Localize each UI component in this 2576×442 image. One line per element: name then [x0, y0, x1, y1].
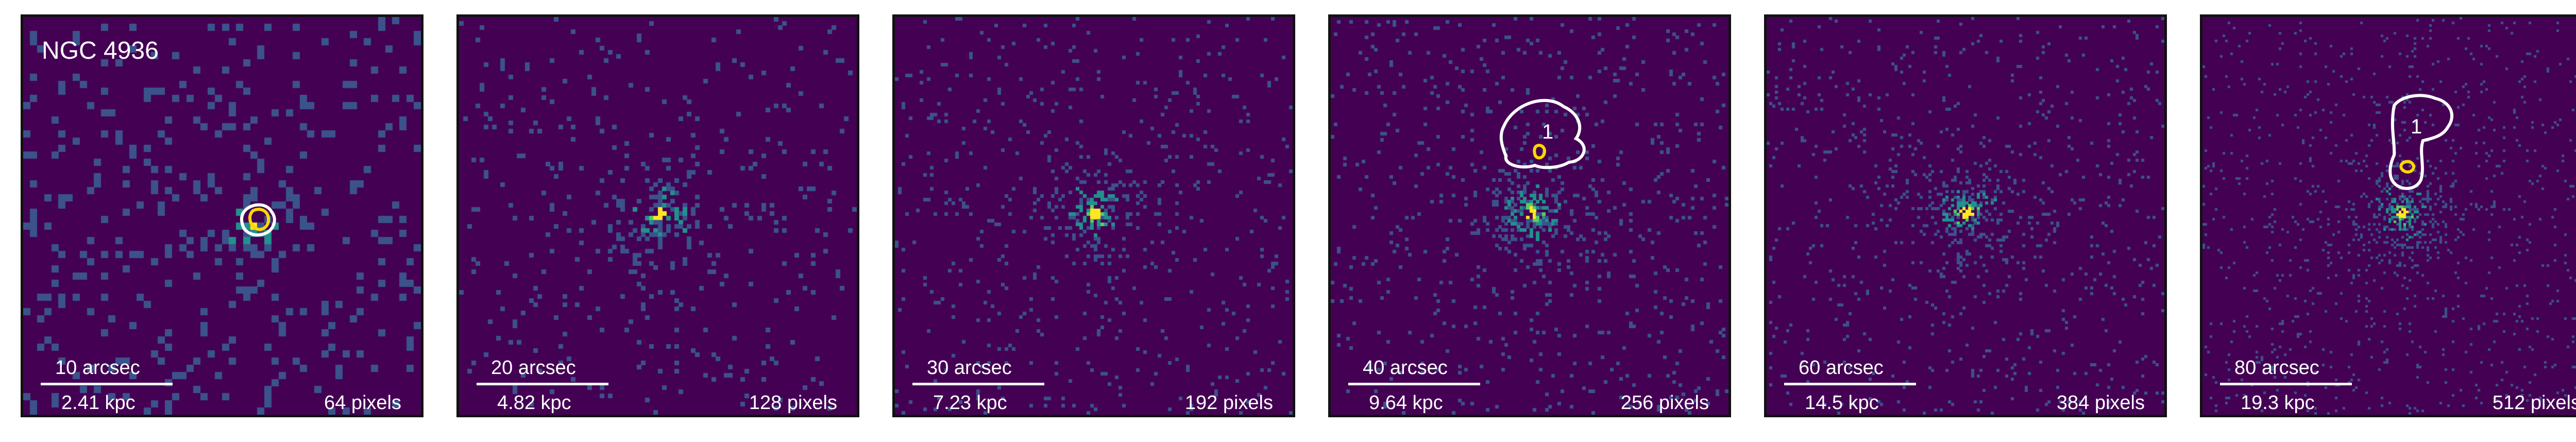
- angular-scale-label: 80 arcsec: [2234, 357, 2319, 379]
- xray-image-2: [459, 17, 857, 415]
- contour-overlay-6: 1: [2388, 94, 2454, 190]
- xray-image-1: [23, 17, 421, 415]
- xray-image-3: [895, 17, 1293, 415]
- outer-contour: [240, 203, 276, 237]
- image-panel-2: 20 arcsec 4.82 kpc 128 pixels: [456, 14, 859, 417]
- angular-scale-label: 40 arcsec: [1363, 357, 1448, 379]
- physical-scale-label: 19.3 kpc: [2241, 392, 2315, 414]
- xray-image-4: [1331, 17, 1728, 415]
- physical-scale-label: 4.82 kpc: [497, 392, 571, 414]
- image-panel-3: 30 arcsec 7.23 kpc 192 pixels: [892, 14, 1295, 417]
- image-panel-4: 1 40 arcsec 9.64 kpc 256 pixels: [1328, 14, 1731, 417]
- pixel-size-label: 256 pixels: [1620, 392, 1709, 414]
- physical-scale-label: 7.23 kpc: [933, 392, 1007, 414]
- physical-scale-label: 2.41 kpc: [61, 392, 135, 414]
- image-panel-1: NGC 4936 10 arcsec 2.41 kpc 64 pixels: [21, 14, 423, 417]
- pixel-size-label: 192 pixels: [1184, 392, 1273, 414]
- xray-image-6: [2202, 17, 2576, 415]
- source-number-label: 1: [1542, 121, 1553, 143]
- scale-bar: [41, 383, 173, 385]
- pixel-size-label: 512 pixels: [2492, 392, 2576, 414]
- angular-scale-label: 30 arcsec: [927, 357, 1012, 379]
- inner-contour: [248, 208, 270, 231]
- image-panel-5: 60 arcsec 14.5 kpc 384 pixels: [1764, 14, 2167, 417]
- angular-scale-label: 10 arcsec: [55, 357, 140, 379]
- contour-overlay-4: 1: [1499, 99, 1586, 169]
- xray-image-5: [1767, 17, 2164, 415]
- physical-scale-label: 14.5 kpc: [1805, 392, 1879, 414]
- angular-scale-label: 20 arcsec: [491, 357, 576, 379]
- scale-bar: [1784, 383, 1916, 385]
- angular-scale-label: 60 arcsec: [1799, 357, 1884, 379]
- outer-contour: [2388, 94, 2454, 190]
- physical-scale-label: 9.64 kpc: [1369, 392, 1443, 414]
- pixel-size-label: 128 pixels: [749, 392, 837, 414]
- pixel-size-label: 64 pixels: [324, 392, 401, 414]
- scale-bar: [2220, 383, 2352, 385]
- image-panel-6: 1 80 arcsec 19.3 kpc 512 pixels: [2200, 14, 2576, 417]
- pixel-size-label: 384 pixels: [2056, 392, 2145, 414]
- contour-overlay-1: [240, 203, 276, 237]
- inner-contour: [1533, 144, 1546, 160]
- galaxy-name: NGC 4936: [42, 37, 159, 64]
- source-number-label: 1: [2411, 115, 2422, 138]
- scale-bar: [912, 383, 1044, 385]
- outer-contour: [1499, 99, 1586, 169]
- inner-contour: [2399, 160, 2416, 174]
- scale-bar: [477, 383, 608, 385]
- scale-bar: [1348, 383, 1480, 385]
